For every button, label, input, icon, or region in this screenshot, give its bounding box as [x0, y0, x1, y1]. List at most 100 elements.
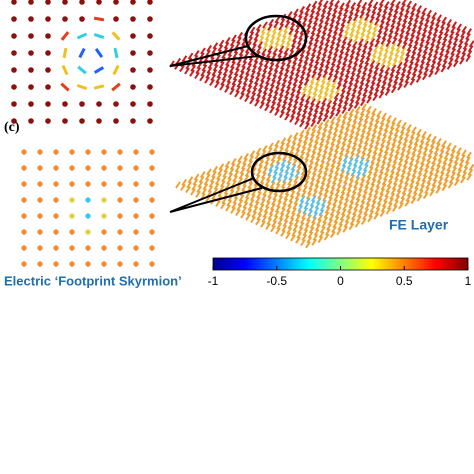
- spin-arrow: [334, 87, 341, 95]
- polar-arrow: [291, 136, 298, 145]
- spin-arrow: [362, 18, 369, 26]
- polar-arrow: [222, 170, 229, 178]
- spin-arrow: [429, 65, 436, 73]
- polar-arrow: [337, 201, 343, 209]
- spin-arrow: [257, 84, 264, 92]
- spin-arrow: [249, 97, 255, 105]
- polar-arrow: [294, 192, 301, 200]
- polar-arrow: [371, 151, 378, 159]
- polar-arrow: [213, 182, 220, 190]
- spin-arrow: [262, 87, 269, 95]
- spin-arrow: [295, 113, 302, 121]
- spin-arrow: [422, 24, 429, 32]
- panel-label: (c): [4, 120, 20, 135]
- spin-arrow: [290, 110, 297, 118]
- polar-arrow: [198, 175, 205, 184]
- spin-arrow: [309, 10, 316, 18]
- spin-arrow: [401, 63, 408, 72]
- spin-arrow: [246, 63, 253, 71]
- polar-dot: [69, 197, 75, 203]
- polar-arrow: [277, 173, 283, 181]
- spin-arrow: [446, 40, 453, 48]
- spin-arrow: [377, 74, 383, 82]
- spin-dot: [62, 0, 68, 5]
- spin-arrow: [287, 76, 294, 84]
- spin-arrow: [240, 65, 246, 73]
- polar-arrow: [287, 222, 294, 230]
- spin-arrow: [60, 82, 70, 92]
- spin-arrow: [329, 0, 335, 5]
- polar-arrow: [325, 157, 332, 166]
- spin-arrow: [189, 69, 195, 77]
- polar-arrow: [301, 234, 308, 242]
- polar-arrow: [317, 143, 324, 151]
- polar-arrow: [283, 171, 290, 179]
- polar-arrow: [290, 141, 297, 149]
- polar-arrow: [318, 231, 325, 239]
- spin-arrow: [415, 53, 422, 61]
- spin-arrow: [310, 5, 317, 13]
- polar-arrow: [456, 147, 462, 155]
- spin-arrow: [295, 91, 301, 99]
- spin-arrow: [307, 107, 314, 115]
- polar-arrow: [348, 108, 355, 116]
- polar-arrow: [396, 185, 403, 193]
- polar-arrow: [370, 134, 376, 142]
- spin-arrow: [332, 4, 339, 13]
- polar-dot: [69, 261, 75, 267]
- spin-arrow: [268, 62, 275, 70]
- polar-arrow: [321, 221, 327, 229]
- polar-arrow: [285, 139, 292, 147]
- polar-arrow: [270, 176, 277, 184]
- polar-arrow: [303, 202, 310, 210]
- polar-dot: [69, 245, 75, 251]
- polar-arrow: [415, 177, 422, 185]
- polar-arrow: [459, 154, 466, 162]
- polar-arrow: [387, 153, 394, 161]
- spin-arrow: [396, 61, 403, 69]
- polar-arrow: [283, 193, 290, 201]
- polar-arrow: [264, 157, 271, 165]
- polar-arrow: [313, 206, 320, 215]
- spin-arrow: [346, 38, 353, 46]
- spin-arrow: [390, 64, 397, 72]
- polar-arrow: [454, 152, 461, 160]
- spin-dot: [113, 16, 119, 22]
- spin-arrow: [343, 53, 350, 61]
- polar-arrow: [270, 154, 277, 162]
- spin-arrow: [345, 21, 352, 29]
- spin-arrow: [284, 64, 291, 72]
- polar-arrow: [421, 152, 428, 161]
- spin-arrow: [431, 55, 438, 63]
- spin-arrow: [332, 53, 338, 61]
- spin-arrow: [193, 50, 200, 58]
- polar-arrow: [372, 146, 379, 155]
- spin-arrow: [235, 63, 241, 71]
- polar-arrow: [238, 172, 245, 180]
- spin-arrow: [296, 108, 303, 116]
- spin-arrow: [466, 50, 473, 58]
- spin-arrow: [317, 46, 323, 54]
- polar-arrow: [331, 155, 338, 163]
- polar-arrow: [352, 159, 359, 167]
- spin-arrow: [344, 4, 350, 12]
- polar-arrow: [371, 129, 378, 138]
- polar-dot: [85, 229, 91, 235]
- spin-arrow: [272, 47, 279, 56]
- polar-arrow: [335, 206, 342, 214]
- spin-arrow: [359, 11, 365, 19]
- spin-arrow: [333, 92, 340, 100]
- spin-arrow: [342, 58, 348, 66]
- polar-arrow: [249, 194, 256, 202]
- spin-arrow: [399, 51, 406, 59]
- polar-arrow: [438, 171, 445, 180]
- polar-arrow: [280, 229, 286, 237]
- polar-arrow: [289, 212, 296, 220]
- spin-arrow: [406, 66, 413, 74]
- spin-arrow: [371, 28, 378, 36]
- polar-arrow: [355, 127, 361, 136]
- spin-arrow: [399, 73, 406, 81]
- polar-arrow: [282, 219, 289, 228]
- polar-dot: [117, 149, 123, 155]
- spin-arrow: [372, 72, 378, 80]
